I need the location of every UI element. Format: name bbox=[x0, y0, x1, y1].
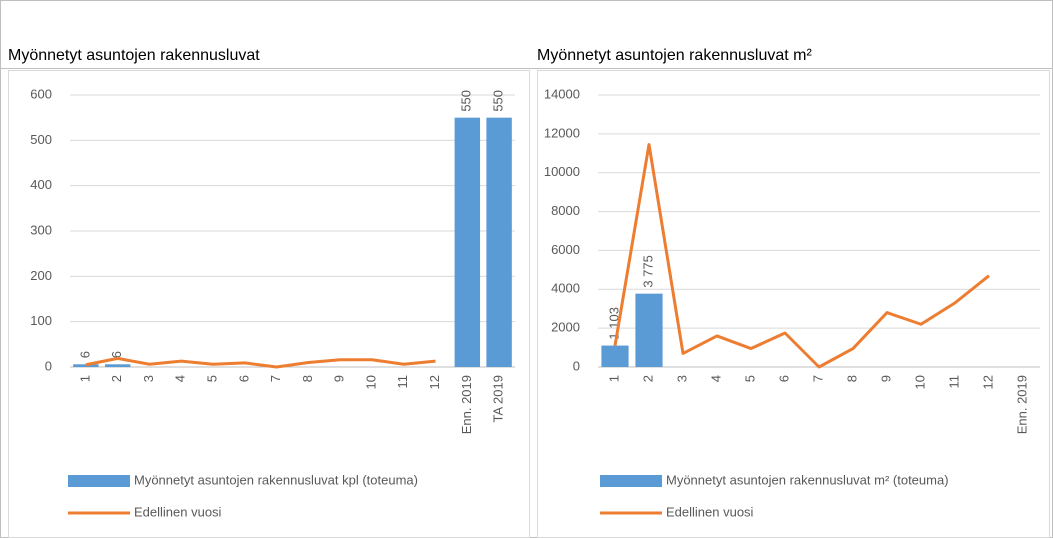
bar bbox=[635, 293, 663, 367]
y-tick-label: 300 bbox=[30, 222, 52, 237]
bar bbox=[73, 364, 99, 367]
y-tick-label: 600 bbox=[30, 86, 52, 101]
x-tick-label: 10 bbox=[363, 375, 378, 389]
x-tick-label: 9 bbox=[332, 375, 347, 382]
x-tick-label: 2 bbox=[640, 375, 655, 382]
x-tick-label: 12 bbox=[980, 375, 995, 389]
x-tick-label: 4 bbox=[708, 375, 723, 382]
x-tick-label: 11 bbox=[946, 375, 961, 389]
line bbox=[613, 143, 990, 369]
x-tick-label: TA 2019 bbox=[491, 375, 506, 422]
x-tick-label: 2 bbox=[109, 375, 124, 382]
x-tick-label: 9 bbox=[878, 375, 893, 382]
value-label: 6 bbox=[109, 351, 124, 358]
legend-swatch bbox=[68, 475, 130, 487]
legend-label: Myönnetyt asuntojen rakennusluvat m² (to… bbox=[666, 472, 949, 487]
y-tick-label: 400 bbox=[30, 177, 52, 192]
y-tick-label: 2000 bbox=[551, 320, 580, 335]
bar bbox=[454, 117, 481, 368]
x-tick-label: 12 bbox=[427, 375, 442, 389]
x-tick-label: 8 bbox=[844, 375, 859, 382]
x-tick-label: 7 bbox=[268, 375, 283, 382]
y-tick-label: 200 bbox=[30, 268, 52, 283]
y-tick-label: 0 bbox=[45, 358, 52, 373]
bar bbox=[486, 117, 512, 368]
x-tick-label: 11 bbox=[395, 375, 410, 389]
x-tick-label: 5 bbox=[204, 375, 219, 382]
x-tick-label: 4 bbox=[173, 375, 188, 382]
bar bbox=[601, 345, 629, 367]
y-tick-label: 14000 bbox=[544, 86, 580, 101]
x-tick-label: 10 bbox=[912, 375, 927, 389]
bar bbox=[104, 364, 131, 367]
y-tick-label: 500 bbox=[30, 132, 52, 147]
x-tick-label: 1 bbox=[77, 375, 92, 382]
y-tick-label: 8000 bbox=[551, 203, 580, 218]
x-tick-label: Enn. 2019 bbox=[1014, 375, 1029, 434]
legend-label: Myönnetyt asuntojen rakennusluvat kpl (t… bbox=[134, 472, 418, 487]
x-tick-label: 5 bbox=[742, 375, 757, 382]
value-label: 550 bbox=[459, 90, 474, 112]
y-tick-label: 4000 bbox=[551, 281, 580, 296]
y-tick-label: 0 bbox=[573, 358, 580, 373]
chart-title: Myönnetyt asuntojen rakennusluvat m² bbox=[537, 47, 812, 64]
x-tick-label: Enn. 2019 bbox=[459, 375, 474, 434]
line bbox=[85, 356, 436, 369]
legend-swatch bbox=[600, 475, 662, 487]
value-label: 3 775 bbox=[640, 255, 655, 288]
x-tick-label: 8 bbox=[300, 375, 315, 382]
x-tick-label: 1 bbox=[606, 375, 621, 382]
y-tick-label: 100 bbox=[30, 313, 52, 328]
y-tick-label: 10000 bbox=[544, 164, 580, 179]
legend-label: Edellinen vuosi bbox=[666, 504, 754, 519]
y-tick-label: 12000 bbox=[544, 125, 580, 140]
y-tick-label: 6000 bbox=[551, 242, 580, 257]
chart-title: Myönnetyt asuntojen rakennusluvat bbox=[8, 47, 260, 64]
legend-label: Edellinen vuosi bbox=[134, 504, 222, 519]
value-label: 550 bbox=[491, 90, 506, 112]
x-tick-label: 3 bbox=[141, 375, 156, 382]
x-tick-label: 6 bbox=[776, 375, 791, 382]
x-tick-label: 7 bbox=[810, 375, 825, 382]
panel bbox=[537, 70, 1050, 538]
x-tick-label: 6 bbox=[236, 375, 251, 382]
value-label: 6 bbox=[77, 351, 92, 358]
x-tick-label: 3 bbox=[674, 375, 689, 382]
